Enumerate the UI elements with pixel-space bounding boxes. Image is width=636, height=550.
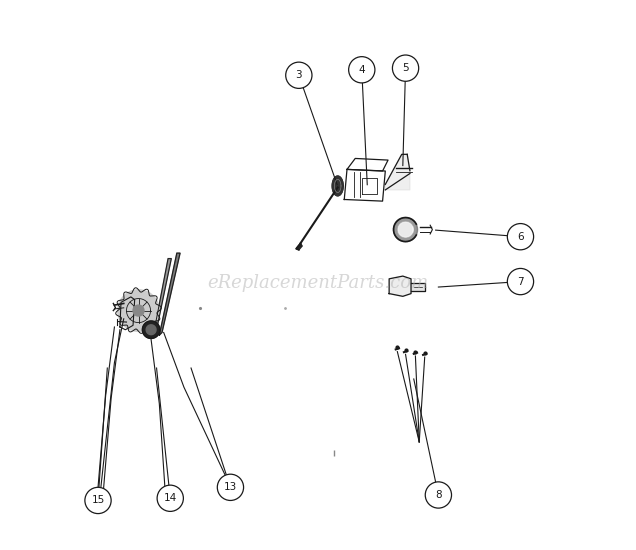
Text: 5: 5 xyxy=(402,63,409,73)
Text: 8: 8 xyxy=(435,490,441,500)
Polygon shape xyxy=(398,222,413,237)
Polygon shape xyxy=(385,155,410,190)
Text: 13: 13 xyxy=(224,482,237,492)
Text: 3: 3 xyxy=(296,70,302,80)
Text: 6: 6 xyxy=(517,232,524,241)
Text: 7: 7 xyxy=(517,277,524,287)
Polygon shape xyxy=(411,283,425,292)
Circle shape xyxy=(218,474,244,500)
Polygon shape xyxy=(159,253,180,335)
Circle shape xyxy=(157,485,183,512)
Circle shape xyxy=(508,223,534,250)
Circle shape xyxy=(286,62,312,89)
Circle shape xyxy=(392,55,418,81)
Polygon shape xyxy=(118,290,159,331)
Circle shape xyxy=(508,268,534,295)
Text: eReplacementParts.com: eReplacementParts.com xyxy=(207,274,429,292)
Polygon shape xyxy=(154,258,171,332)
Text: 14: 14 xyxy=(163,493,177,503)
Polygon shape xyxy=(389,276,411,296)
Polygon shape xyxy=(394,218,418,241)
Circle shape xyxy=(85,487,111,514)
Polygon shape xyxy=(332,176,343,196)
Polygon shape xyxy=(142,321,160,338)
Circle shape xyxy=(425,482,452,508)
Polygon shape xyxy=(296,243,302,250)
Circle shape xyxy=(349,57,375,83)
Text: 4: 4 xyxy=(359,65,365,75)
Text: 15: 15 xyxy=(92,496,105,505)
Polygon shape xyxy=(133,305,144,316)
Polygon shape xyxy=(146,325,156,334)
